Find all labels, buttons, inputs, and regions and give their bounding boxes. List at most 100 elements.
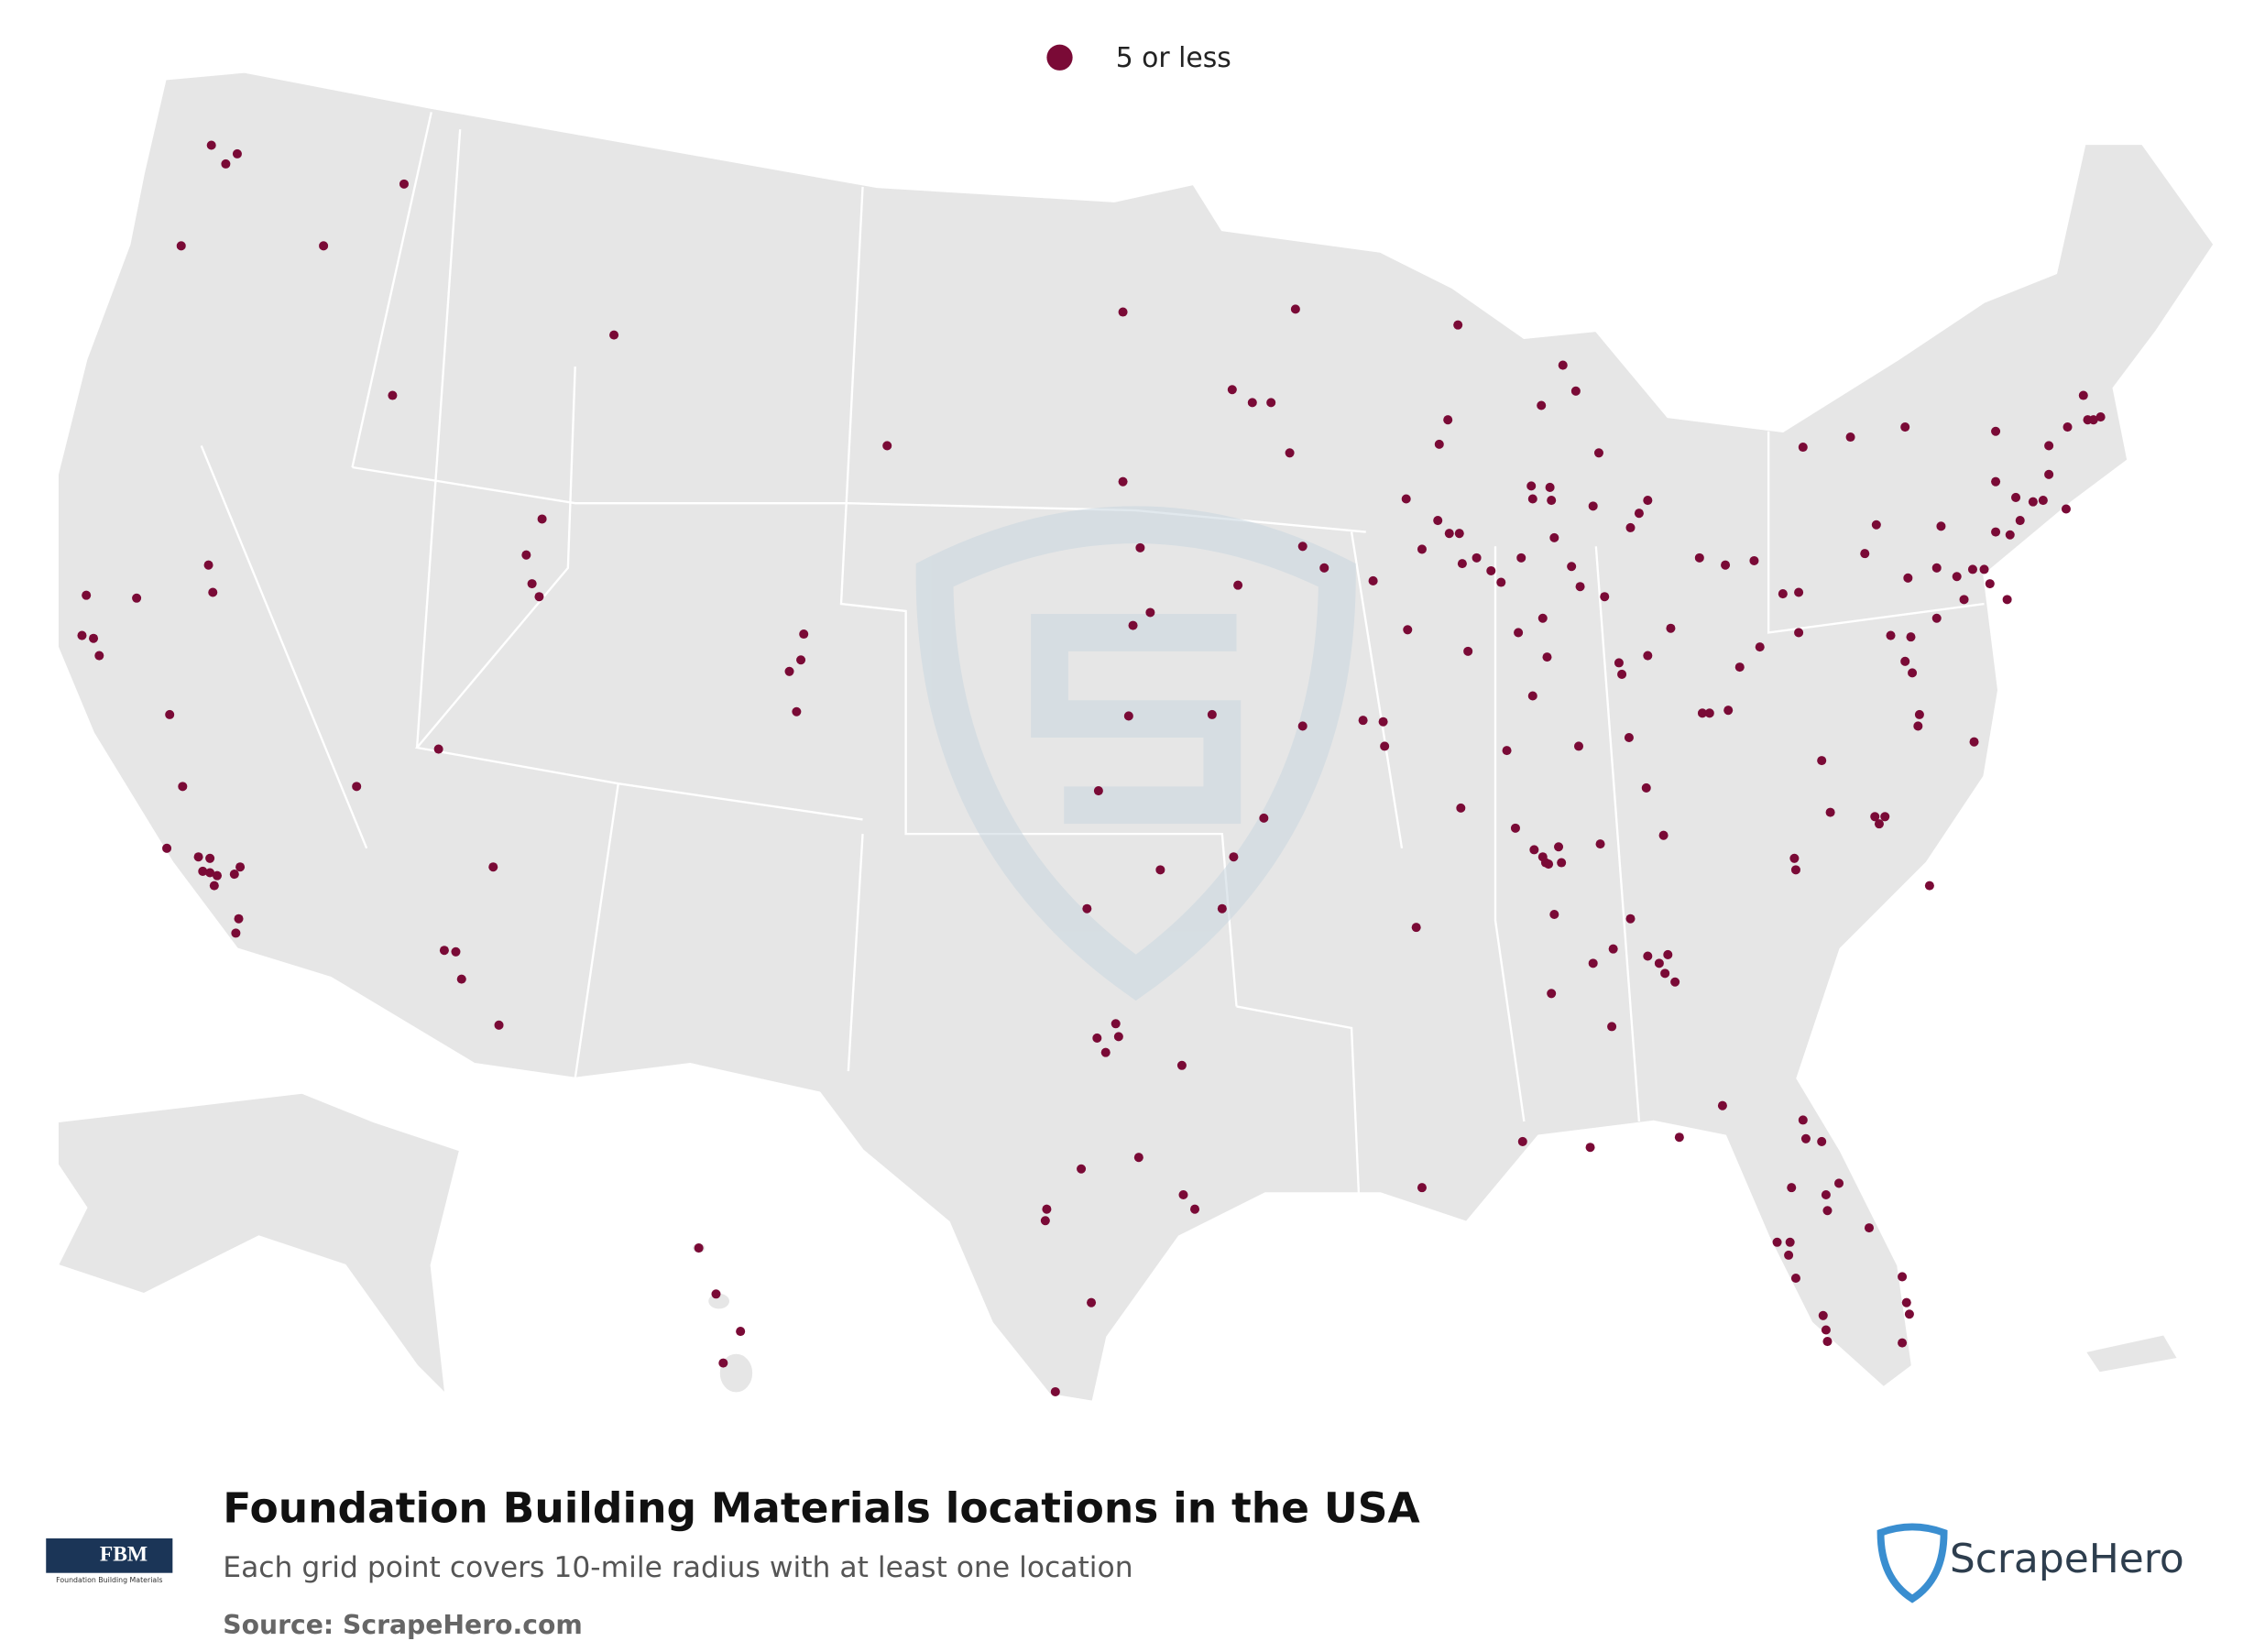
location-dot: [1554, 842, 1564, 852]
location-dot: [1133, 1153, 1143, 1163]
location-dot: [2005, 530, 2015, 540]
location-dot: [1625, 522, 1636, 532]
watermark: [915, 506, 1356, 1001]
location-dot: [1654, 958, 1664, 968]
location-dot: [1529, 845, 1539, 855]
location-dot: [1818, 1310, 1828, 1320]
location-dot: [1319, 563, 1329, 573]
location-dot: [1898, 1338, 1908, 1348]
location-dot: [1871, 520, 1881, 530]
location-dot: [1444, 529, 1454, 539]
location-dot: [1542, 652, 1552, 662]
location-dot: [2038, 496, 2048, 506]
location-dot: [208, 587, 218, 597]
location-dot: [1510, 823, 1520, 833]
location-dot: [1822, 1337, 1833, 1347]
location-dot: [1588, 958, 1598, 968]
location-dot: [1547, 989, 1557, 999]
location-dot: [399, 179, 409, 189]
location-dot: [229, 870, 239, 880]
location-dot: [1658, 830, 1669, 840]
location-dot: [1517, 1136, 1527, 1146]
location-dot: [1401, 494, 1411, 504]
location-dot: [1794, 628, 1804, 638]
location-dot: [1607, 1022, 1617, 1032]
location-dot: [1457, 559, 1467, 569]
location-dot: [82, 590, 92, 600]
location-dot: [132, 593, 142, 603]
location-dot: [1540, 858, 1550, 868]
location-dot: [1794, 587, 1804, 597]
location-dot: [1545, 482, 1555, 492]
location-dot: [1128, 620, 1138, 630]
location-dot: [494, 1020, 504, 1030]
location-dot: [2011, 492, 2021, 502]
subtitle: Each grid point covers 10-mile radius wi…: [223, 1551, 1132, 1584]
location-dot: [1798, 442, 1808, 453]
location-dot: [221, 159, 231, 169]
location-dot: [1817, 1136, 1827, 1146]
location-dot: [882, 441, 892, 451]
location-dot: [1874, 819, 1884, 829]
location-dot: [1886, 630, 1896, 640]
location-dot: [94, 651, 104, 661]
location-dot: [1549, 532, 1559, 542]
location-dot: [1155, 865, 1165, 875]
location-dot: [1087, 1297, 1097, 1307]
location-dot: [792, 706, 802, 717]
fbm-logo-text: FBM: [100, 1542, 148, 1566]
location-dot: [2044, 469, 2054, 479]
location-dot: [1229, 852, 1239, 862]
location-dot: [1217, 903, 1227, 914]
location-dot: [1227, 385, 1237, 395]
location-dot: [1443, 415, 1453, 425]
location-dot: [1145, 607, 1155, 618]
location-dot: [1834, 1178, 1844, 1188]
location-dot: [1931, 613, 1942, 623]
location-dot: [1358, 716, 1368, 726]
location-dot: [1463, 646, 1473, 656]
location-dot: [1176, 1060, 1187, 1070]
location-dot: [1190, 1204, 1200, 1214]
location-dot: [1903, 573, 1913, 583]
location-dot: [1368, 575, 1378, 585]
location-dot: [1625, 914, 1636, 924]
location-dot: [1588, 501, 1598, 511]
location-dot: [439, 946, 449, 956]
location-dot: [1259, 813, 1269, 823]
location-dot: [1570, 386, 1581, 396]
location-dot: [1666, 623, 1676, 633]
location-dot: [1952, 572, 1962, 582]
location-dot: [1749, 555, 1759, 566]
location-dot: [1985, 579, 1995, 589]
location-dot: [1549, 909, 1559, 920]
location-dot: [1880, 812, 1890, 822]
fbm-tagline: Foundation Building Materials: [56, 1576, 162, 1584]
brand-icon: [1876, 1523, 1948, 1603]
location-dot: [89, 633, 99, 643]
location-dot: [1755, 642, 1765, 652]
location-dot: [1901, 1297, 1911, 1307]
location-dot: [1380, 741, 1390, 751]
location-dots: [77, 140, 2106, 1396]
location-dot: [1233, 580, 1243, 590]
location-dot: [198, 866, 208, 876]
location-dot: [1904, 1309, 1914, 1319]
location-dot: [521, 550, 531, 560]
location-dot: [1734, 662, 1745, 673]
location-dot: [1514, 628, 1524, 638]
location-dot: [796, 655, 806, 665]
location-dot: [2088, 415, 2098, 425]
location-dot: [1660, 968, 1670, 979]
location-dot: [1924, 881, 1934, 891]
legend-label: 5 or less: [1116, 42, 1231, 74]
location-dot: [1704, 708, 1714, 718]
location-dot: [1558, 360, 1568, 370]
location-dot: [1123, 711, 1133, 721]
location-dot: [1643, 951, 1653, 961]
location-dot: [1526, 481, 1537, 491]
location-dot: [2015, 516, 2025, 526]
location-dot: [1575, 582, 1585, 592]
location-dot: [319, 241, 329, 251]
